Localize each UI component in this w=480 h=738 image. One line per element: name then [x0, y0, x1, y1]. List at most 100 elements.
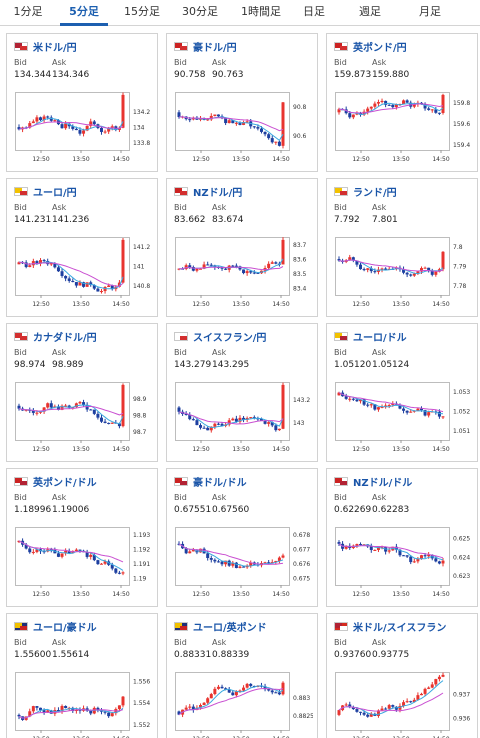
currency-pair-link[interactable]: ユーロ/ドル [353, 333, 407, 344]
candle-body [206, 119, 210, 121]
quote-card[interactable]: 豪ドル/円 Bid Ask 90.758 90.763 90.8 90.6 12:50 13:5… [166, 33, 318, 172]
quote-card[interactable]: 英ポンド/ドル Bid Ask 1.18996 1.19006 1.193 1.192 1.1… [6, 468, 158, 607]
mini-candlestick-chart[interactable]: 159.8 159.6 159.4 12:50 13:50 14:50 [333, 90, 473, 166]
tab-daily[interactable]: 日足 [303, 5, 325, 18]
currency-pair-link[interactable]: 英ポンド/ドル [33, 478, 97, 489]
mini-candlestick-chart[interactable]: 0.883 0.8825 12:50 13:50 14:50 [173, 670, 313, 738]
quote-card[interactable]: スイスフラン/円 Bid Ask 143.279 143.295 143.2 143 12:5… [166, 323, 318, 462]
bid-label: Bid [334, 348, 347, 357]
tab-weekly[interactable]: 週足 [359, 5, 381, 18]
mini-candlestick-chart[interactable]: 1.193 1.192 1.191 1.19 12:50 13:50 14:50 [13, 525, 153, 601]
mini-candlestick-chart[interactable]: 134.2 134 133.8 12:50 13:50 14:50 [13, 90, 153, 166]
currency-pair-link[interactable]: ランド/円 [353, 188, 397, 199]
plot-frame [335, 92, 450, 151]
x-tick-label: 14:50 [112, 446, 129, 453]
currency-pair-link[interactable]: 米ドル/円 [33, 43, 77, 54]
currency-pair-link[interactable]: NZドル/円 [193, 188, 243, 199]
currency-pair-link[interactable]: 英ポンド/円 [353, 43, 407, 54]
mini-candlestick-chart[interactable]: 7.8 7.79 7.78 12:50 13:50 14:50 [333, 235, 473, 311]
tab-1min[interactable]: 1分足 [13, 5, 43, 18]
candle-body [437, 676, 441, 680]
currency-pair-link[interactable]: ユーロ/円 [33, 188, 77, 199]
currency-pair-link[interactable]: 米ドル/スイスフラン [353, 623, 447, 634]
candle-body [281, 384, 285, 429]
mini-candlestick-chart[interactable]: 90.8 90.6 12:50 13:50 14:50 [173, 90, 313, 166]
quote-card[interactable]: 英ポンド/円 Bid Ask 159.873 159.880 159.8 159.6 159.… [326, 33, 478, 172]
tab-15min[interactable]: 15分足 [124, 5, 160, 18]
mini-candlestick-chart[interactable]: 143.2 143 12:50 13:50 14:50 [173, 380, 313, 456]
candle-body [89, 554, 93, 557]
candle-body [191, 117, 195, 120]
candle-body [355, 709, 359, 712]
ask-label: Ask [52, 203, 67, 212]
mini-candlestick-chart[interactable]: 1.556 1.554 1.552 12:50 13:50 14:50 [13, 670, 153, 738]
candle-body [227, 689, 231, 693]
currency-pair-link[interactable]: ユーロ/英ポンド [193, 623, 267, 634]
mini-candlestick-chart[interactable]: 0.625 0.624 0.623 12:50 13:50 14:50 [333, 525, 473, 601]
x-tick-label: 13:50 [392, 591, 409, 598]
quote-card[interactable]: ランド/円 Bid Ask 7.792 7.801 7.8 7.79 7.78 12:50 13:… [326, 178, 478, 317]
tab-monthly[interactable]: 月足 [419, 5, 441, 18]
ma-slow-line [178, 411, 284, 425]
tab-5min[interactable]: 5分足 [60, 0, 108, 26]
currency-pair-link[interactable]: スイスフラン/円 [193, 333, 267, 344]
mini-candlestick-chart[interactable]: 0.937 0.936 12:50 13:50 14:50 [333, 670, 473, 738]
quote-card[interactable]: 米ドル/スイスフラン Bid Ask 0.93760 0.93775 0.937 0.936… [326, 613, 478, 738]
x-tick-label: 13:50 [392, 446, 409, 453]
candle-body [231, 418, 235, 421]
mini-candlestick-chart[interactable]: 141.2 141 140.8 12:50 13:50 14:50 [13, 235, 153, 311]
x-tick-label: 14:50 [272, 591, 289, 598]
candle-body [78, 549, 82, 551]
candle-body [202, 264, 206, 269]
candle-body [359, 544, 363, 546]
mini-candlestick-chart[interactable]: 1.053 1.052 1.051 12:50 13:50 14:50 [333, 380, 473, 456]
quote-card[interactable]: ユーロ/豪ドル Bid Ask 1.55600 1.55614 1.556 1.554 1.5… [6, 613, 158, 738]
candle-body [209, 426, 213, 431]
quote-card[interactable]: ユーロ/ドル Bid Ask 1.05120 1.05124 1.053 1.052 1.05… [326, 323, 478, 462]
currency-pair-link[interactable]: 豪ドル/円 [193, 43, 237, 54]
currency-pair-link[interactable]: 豪ドル/ドル [193, 478, 247, 489]
candle-body [412, 104, 416, 107]
x-tick-label: 13:50 [72, 591, 89, 598]
candle-body [387, 705, 391, 709]
candle-body [359, 264, 363, 270]
ask-price: 0.93775 [372, 650, 410, 660]
quote-card[interactable]: カナダドル/円 Bid Ask 98.974 98.989 98.9 98.8 98.7 12:… [6, 323, 158, 462]
bid-label: Bid [174, 203, 187, 212]
candle-body [85, 552, 89, 557]
candle-body [53, 120, 57, 122]
quote-card[interactable]: 豪ドル/ドル Bid Ask 0.67551 0.67560 0.678 0.677 0.67… [166, 468, 318, 607]
tab-30min[interactable]: 30分足 [182, 5, 218, 18]
x-tick-label: 12:50 [32, 156, 49, 163]
candle-body [373, 103, 377, 107]
candle-body [121, 94, 125, 128]
candle-body [209, 115, 213, 120]
y-tick-label: 143.2 [293, 397, 310, 404]
quote-card[interactable]: NZドル/円 Bid Ask 83.662 83.674 83.7 83.6 83.5 83.4… [166, 178, 318, 317]
mini-candlestick-chart[interactable]: 83.7 83.6 83.5 83.4 12:50 13:50 14:50 [173, 235, 313, 311]
candle-body [46, 116, 50, 118]
quote-card[interactable]: NZドル/ドル Bid Ask 0.62269 0.62283 0.625 0.624 0.6… [326, 468, 478, 607]
quote-card[interactable]: ユーロ/円 Bid Ask 141.231 141.236 141.2 141 140.8 12… [6, 178, 158, 317]
candle-body [195, 268, 199, 271]
bid-label: Bid [174, 493, 187, 502]
candle-body [231, 692, 235, 696]
candle-body [249, 562, 253, 566]
quote-card[interactable]: 米ドル/円 Bid Ask 134.344 134.346 134.2 134 133.8 12… [6, 33, 158, 172]
candle-body [369, 546, 373, 551]
currency-pair-link[interactable]: NZドル/ドル [353, 478, 413, 489]
tab-1hour[interactable]: 1時間足 [241, 5, 281, 18]
currency-pair-link[interactable]: カナダドル/円 [33, 333, 97, 344]
ask-price: 90.763 [212, 70, 244, 80]
bid-label: Bid [14, 203, 27, 212]
mini-candlestick-chart[interactable]: 98.9 98.8 98.7 12:50 13:50 14:50 [13, 380, 153, 456]
ask-price: 143.295 [212, 360, 250, 370]
x-tick-label: 13:50 [232, 156, 249, 163]
currency-pair-link[interactable]: ユーロ/豪ドル [33, 623, 97, 634]
mini-candlestick-chart[interactable]: 0.678 0.677 0.676 0.675 12:50 13:50 14:50 [173, 525, 313, 601]
ask-price: 98.989 [52, 360, 84, 370]
candle-body [351, 398, 355, 400]
candle-body [64, 405, 68, 407]
bid-price: 0.62269 [334, 505, 372, 515]
